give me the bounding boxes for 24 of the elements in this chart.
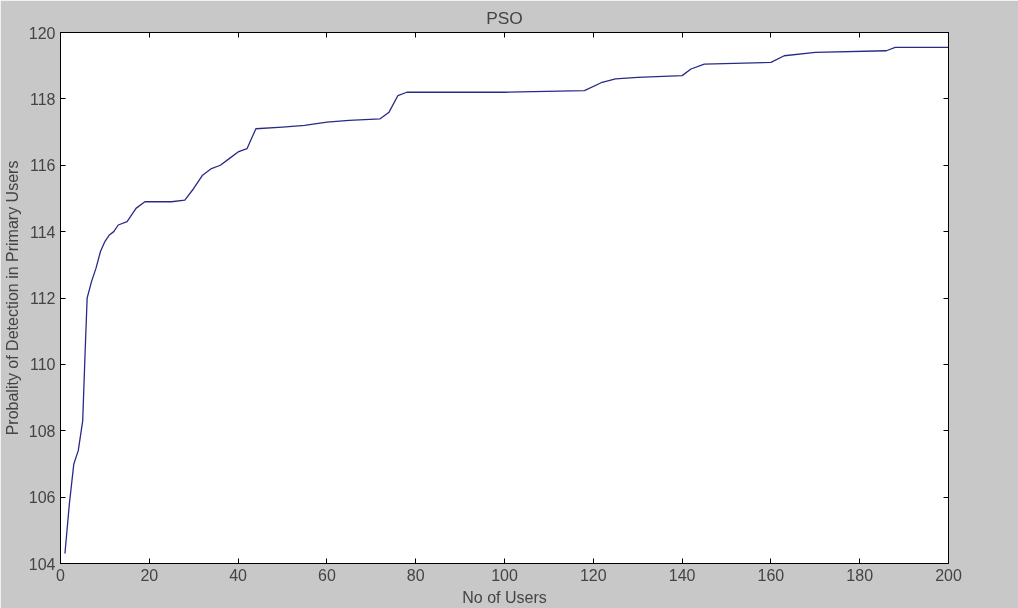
y-tick-label: 110	[29, 356, 56, 374]
x-tick-label: 20	[140, 566, 159, 584]
x-tick-label: 180	[846, 566, 874, 584]
x-tick-label: 0	[56, 566, 66, 584]
line-series	[64, 46, 949, 555]
x-tick-label: 80	[406, 566, 425, 584]
y-tick-label: 116	[29, 157, 56, 175]
y-axis-title: Probality of Detection in Primary Users	[3, 160, 21, 436]
x-tick-label: 140	[668, 566, 696, 584]
y-tick-label: 112	[29, 290, 56, 307]
y-tick-label: 106	[28, 489, 56, 507]
x-tick-label: 160	[757, 566, 785, 584]
x-axis-title: No of Users	[462, 588, 547, 606]
x-tick-label: 200	[935, 566, 962, 584]
y-tick-label: 108	[28, 422, 56, 440]
y-tick-label: 120	[28, 24, 56, 42]
x-tick-label: 100	[491, 566, 518, 584]
x-tick-label: 40	[229, 566, 248, 584]
chart-title: PSO	[486, 7, 523, 28]
y-tick-label: 104	[28, 555, 56, 573]
y-tick-label: 114	[29, 223, 56, 241]
y-tick-label: 118	[29, 90, 56, 108]
x-tick-label: 60	[318, 566, 336, 584]
x-tick-label: 120	[579, 566, 607, 584]
